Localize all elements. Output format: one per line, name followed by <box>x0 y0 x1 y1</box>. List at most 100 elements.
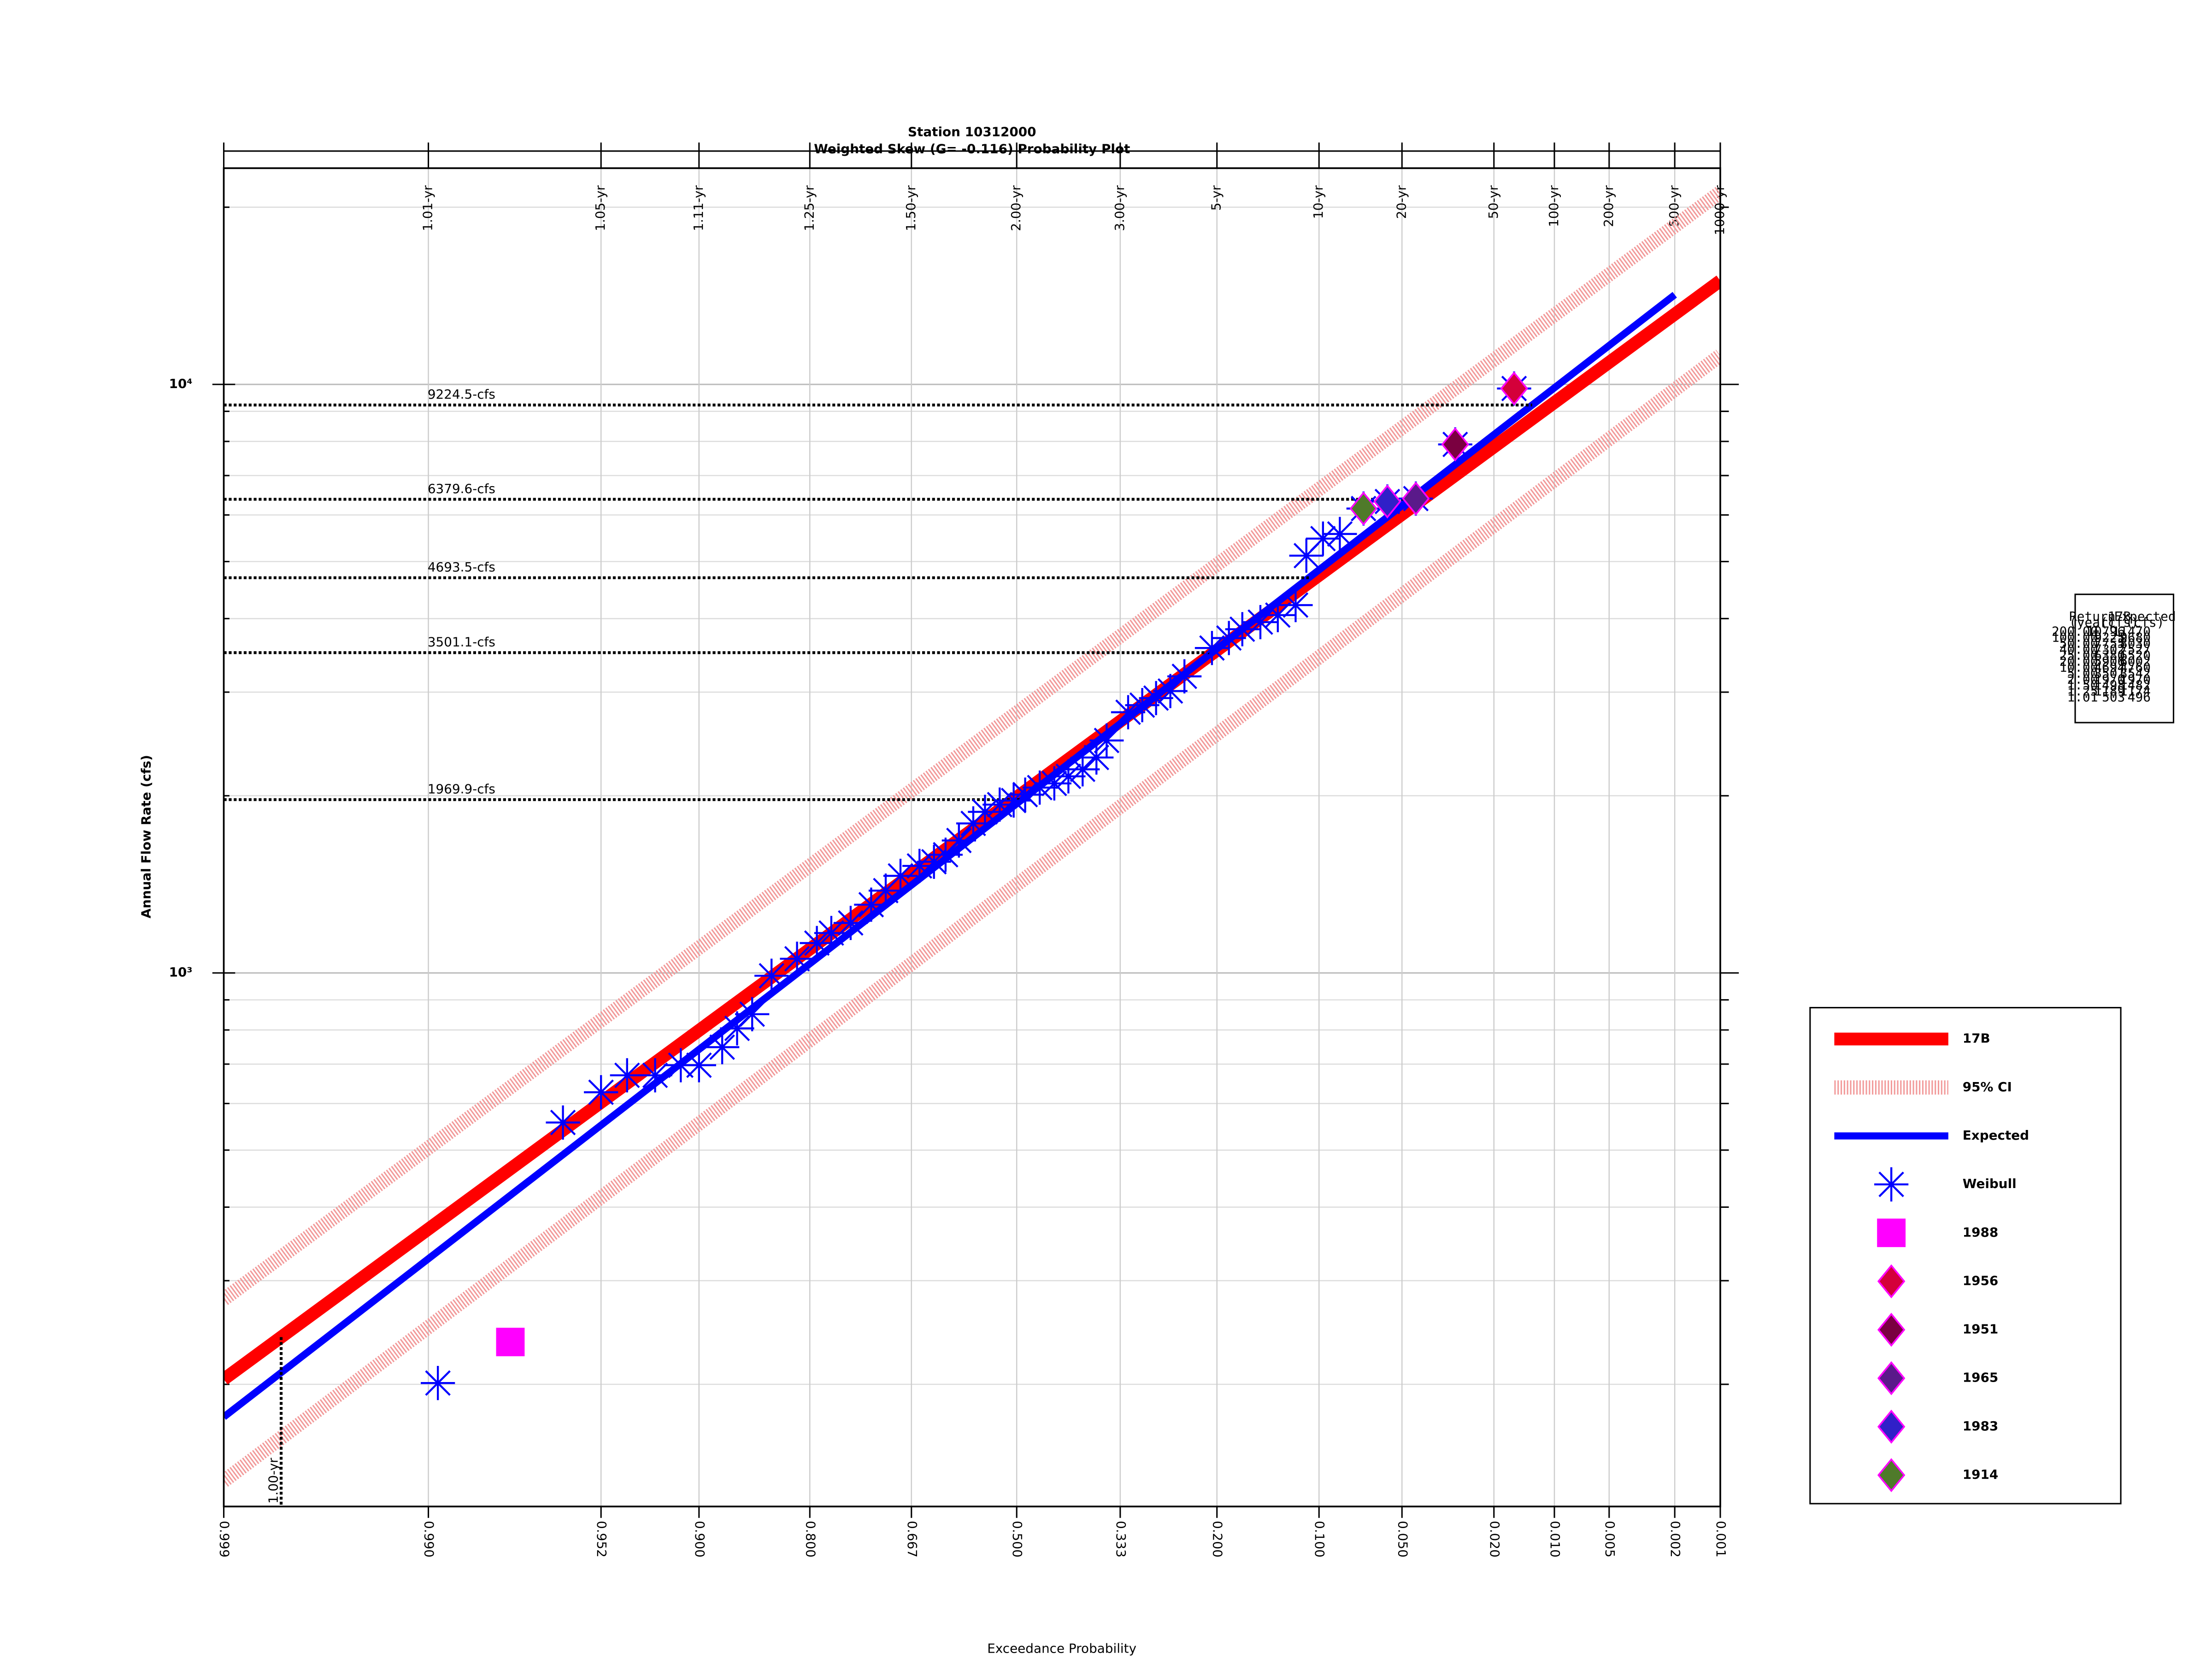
table-cell: 40.00 <box>2059 641 2098 657</box>
weibull-point <box>1008 777 1042 812</box>
table-cell: 25.00 <box>2059 647 2098 663</box>
table-cell: 1.25 <box>2067 683 2098 699</box>
weibull-point <box>584 1075 618 1110</box>
table-cell: 50.00 <box>2059 635 2098 651</box>
x-tick-label: 0.952 <box>594 1521 609 1558</box>
x2-tick-label: 3.00-yr <box>1112 185 1127 231</box>
x2-tick-label: 1.11-yr <box>691 185 706 231</box>
table-cell: 5906 <box>2094 653 2125 669</box>
weibull-point <box>1167 659 1202 694</box>
weibull-point <box>902 848 937 883</box>
reference-label: 4693.5-cfs <box>428 559 495 575</box>
legend-swatch <box>1877 1312 1906 1347</box>
weibull-point <box>1139 681 1173 715</box>
weibull-point <box>546 1105 580 1140</box>
table-cell: 1189 <box>2094 683 2125 699</box>
table-cell: 1.01 <box>2067 689 2098 705</box>
table-cell: 9225 <box>2094 629 2125 645</box>
table-header-cell: Return <box>2069 609 2116 624</box>
diamond-point <box>1349 491 1378 526</box>
table-header-cell: (cfs) <box>2126 615 2165 630</box>
x2-tick-label: 1.01-yr <box>420 185 435 231</box>
table-cell: 4694 <box>2094 659 2125 675</box>
x-tick-label: 0.990 <box>422 1521 437 1558</box>
chart-title: Station 10312000 <box>908 124 1036 140</box>
legend-swatch <box>1877 1458 1906 1492</box>
legend-label: Weibull <box>1963 1176 2017 1191</box>
table-header-cell: Expected <box>2114 609 2176 624</box>
table-cell: 1.50 <box>2067 677 2098 693</box>
diamond-point <box>1441 427 1470 462</box>
x-tick-label: 0.500 <box>1010 1521 1025 1558</box>
y-axis-label: Annual Flow Rate (cfs) <box>139 755 154 918</box>
table-cell: 503 <box>2102 689 2125 705</box>
x2-tick-label: 1.25-yr <box>801 185 817 231</box>
table-cell: 7755 <box>2094 635 2125 651</box>
x2-tick-label: 500-yr <box>1666 185 1682 227</box>
weibull-point <box>868 873 903 908</box>
table-cell: 496 <box>2128 689 2151 705</box>
legend-label: 1983 <box>1963 1418 1998 1434</box>
x2-tick-label: 1.05-yr <box>593 185 608 231</box>
x-tick-label: 0.050 <box>1395 1521 1410 1558</box>
diamond-point <box>1402 481 1430 516</box>
return-period-label: 1.00-yr <box>266 1458 281 1504</box>
weibull-point <box>664 1048 698 1082</box>
table-cell: 11470 <box>2112 624 2151 639</box>
table-cell: 2.00 <box>2067 671 2098 687</box>
line-expected <box>224 292 1677 1420</box>
x-tick-label: 0.010 <box>1547 1521 1563 1558</box>
weibull-point <box>1089 723 1124 758</box>
weibull-point <box>1323 517 1357 551</box>
plot-frame <box>223 167 1721 1507</box>
x2-tick-label: 2.00-yr <box>1008 185 1024 231</box>
legend-swatch <box>1877 1409 1906 1444</box>
weibull-point <box>780 941 814 976</box>
x-tick-label: 0.900 <box>692 1521 707 1558</box>
reference-label: 3501.1-cfs <box>428 635 495 650</box>
weibull-point <box>610 1058 644 1093</box>
weibull-point <box>1051 759 1086 794</box>
x-tick-label: 0.333 <box>1113 1521 1129 1558</box>
x-tick-label: 0.100 <box>1312 1521 1327 1558</box>
table-cell: 1970 <box>2094 671 2125 687</box>
weibull-point <box>1153 674 1188 708</box>
x-tick-label: 0.020 <box>1487 1521 1502 1558</box>
table-cell: 1970 <box>2120 671 2151 687</box>
weibull-point <box>1194 631 1230 665</box>
weibull-point <box>1212 621 1246 655</box>
weibull-point <box>705 1030 740 1065</box>
weibull-point <box>1037 766 1071 801</box>
weibull-point <box>883 859 918 893</box>
table-cell: 6002 <box>2120 653 2151 669</box>
weibull-point <box>735 997 770 1031</box>
legend-label: 1965 <box>1963 1370 1998 1385</box>
weibull-point <box>682 1048 716 1082</box>
x2-tick-label: 200-yr <box>1601 185 1616 227</box>
reference-label: 1969.9-cfs <box>428 782 495 797</box>
square-point <box>496 1328 525 1357</box>
weibull-point <box>1023 770 1057 805</box>
diamond-point <box>1500 371 1528 406</box>
x-tick-label: 0.800 <box>803 1521 818 1558</box>
table-cell: 20.00 <box>2059 653 2098 669</box>
weibull-point <box>1111 695 1146 729</box>
table-cell: 10796 <box>2087 624 2125 639</box>
table-cell: 1174 <box>2120 683 2151 699</box>
weibull-point <box>1260 598 1295 632</box>
weibull-point <box>638 1058 672 1093</box>
weibull-point <box>854 888 888 922</box>
weibull-point <box>720 1011 754 1046</box>
legend-swatch <box>1874 1167 1909 1202</box>
weibull-point <box>941 823 976 858</box>
table-cell: 7527 <box>2120 641 2151 657</box>
weibull-point <box>1125 688 1159 723</box>
legend-swatch <box>1877 1218 1906 1247</box>
y-tick-label: 10⁴ <box>169 376 193 391</box>
y-tick-label: 10³ <box>169 965 193 980</box>
table-cell: 8030 <box>2120 635 2151 651</box>
x-tick-label: 0.667 <box>905 1521 920 1558</box>
legend-label: 1951 <box>1963 1322 1998 1337</box>
x2-tick-label: 10-yr <box>1311 185 1326 219</box>
